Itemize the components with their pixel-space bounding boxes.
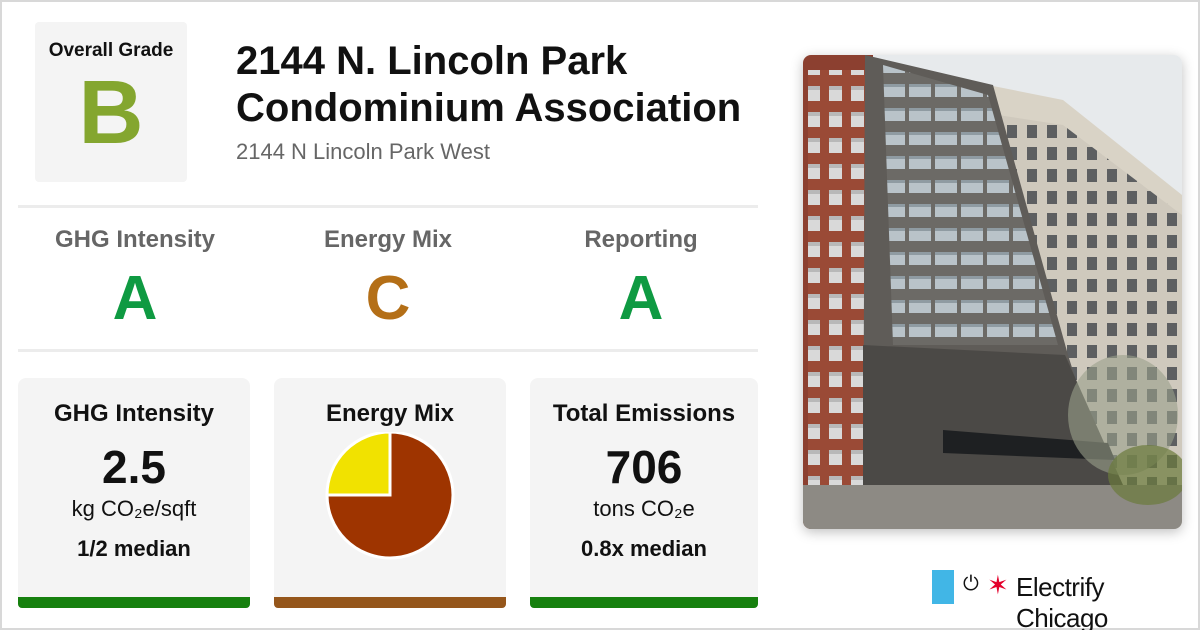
card-grade-bar xyxy=(530,597,758,608)
grade-label: GHG Intensity xyxy=(54,226,216,253)
grade-label: Energy Mix xyxy=(323,226,453,253)
card-title: Total Emissions xyxy=(552,400,736,427)
brand-name: Electrify Chicago xyxy=(1016,572,1108,630)
grade-letter: C xyxy=(365,264,411,333)
building-photo xyxy=(803,55,1182,529)
grade-energy-mix: Energy Mix C xyxy=(268,226,508,332)
card-total-emissions: Total Emissions 706 tons CO₂e 0.8x media… xyxy=(530,378,758,608)
total-emissions-unit: tons CO₂e xyxy=(593,496,695,521)
grade-label: Reporting xyxy=(584,226,698,253)
overall-grade-label: Overall Grade xyxy=(48,40,174,61)
ghg-intensity-median: 1/2 median xyxy=(77,536,191,561)
overall-grade-value: B xyxy=(78,63,144,163)
grade-letter: A xyxy=(112,264,158,333)
ghg-intensity-value: 2.5 xyxy=(102,441,166,493)
total-emissions-value: 706 xyxy=(605,441,683,493)
overall-grade-box: Overall Grade B xyxy=(35,22,187,182)
grade-reporting: Reporting A xyxy=(521,226,761,332)
card-ghg-intensity: GHG Intensity 2.5 kg CO₂e/sqft 1/2 media… xyxy=(18,378,250,608)
energy-mix-pie-chart xyxy=(325,432,455,560)
divider-top xyxy=(18,205,758,208)
total-emissions-median: 0.8x median xyxy=(581,536,707,561)
card-title: GHG Intensity xyxy=(53,400,215,427)
building-address: 2144 N Lincoln Park West xyxy=(236,139,490,164)
star-icon: ✶ xyxy=(987,570,1009,600)
card-title: Energy Mix xyxy=(325,400,455,427)
card-grade-bar xyxy=(274,597,506,608)
chicago-flag-icon xyxy=(932,570,954,604)
pie-slice-1 xyxy=(325,432,392,497)
ghg-intensity-unit: kg CO₂e/sqft xyxy=(71,496,197,521)
card-energy-mix: Energy Mix xyxy=(274,378,506,608)
building-name: 2144 N. Lincoln Park Condominium Associa… xyxy=(236,39,742,130)
plug-icon: ⏻ xyxy=(963,573,979,595)
electrify-chicago-logo[interactable]: ⏻ ✶ Electrify Chicago xyxy=(932,568,1182,630)
divider-bottom xyxy=(18,349,758,352)
grade-ghg-intensity: GHG Intensity A xyxy=(15,226,255,332)
grade-letter: A xyxy=(618,264,664,333)
card-grade-bar xyxy=(18,597,250,608)
